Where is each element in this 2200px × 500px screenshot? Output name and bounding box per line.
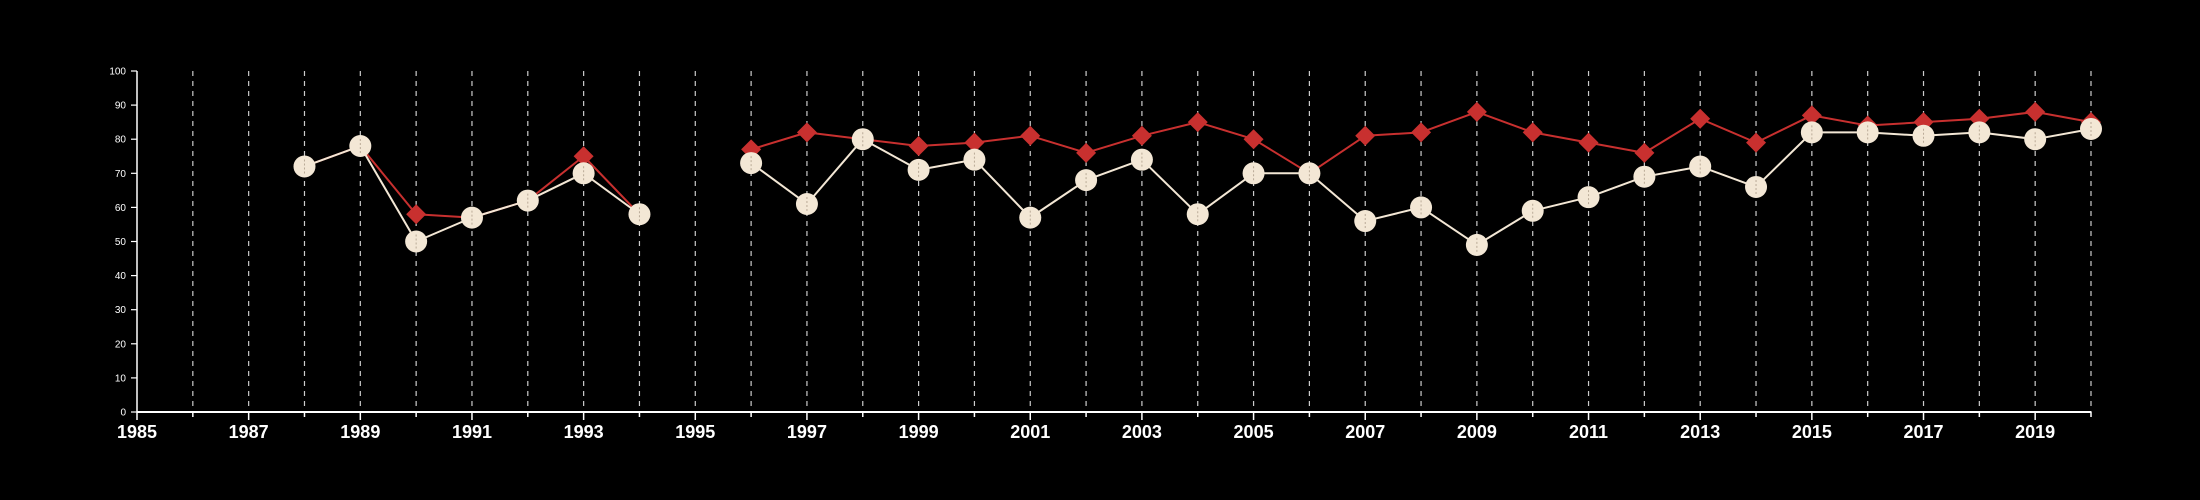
data-point-diamond: [1243, 129, 1264, 150]
x-tick-label: 2015: [1792, 422, 1832, 442]
data-point-circle: [1968, 121, 1991, 144]
data-point-diamond: [1690, 108, 1711, 129]
data-point-diamond: [1131, 125, 1152, 146]
data-point-circle: [1298, 162, 1321, 185]
data-point-circle: [349, 135, 372, 158]
data-point-circle: [405, 230, 428, 253]
y-tick-label: 100: [109, 67, 126, 78]
data-point-diamond: [964, 132, 985, 153]
data-point-circle: [1130, 148, 1153, 171]
y-tick-label: 60: [115, 203, 127, 214]
x-tick-label: 1987: [229, 422, 269, 442]
data-point-diamond: [1411, 122, 1432, 143]
data-point-circle: [1019, 206, 1042, 229]
data-point-circle: [293, 155, 316, 178]
vertical-grid: [192, 71, 2092, 412]
data-point-circle: [516, 189, 539, 212]
data-point-circle: [1410, 196, 1433, 219]
y-tick-label: 70: [115, 169, 127, 180]
y-tick-label: 40: [115, 271, 127, 282]
data-point-circle: [1745, 175, 1768, 198]
data-point-circle: [1800, 121, 1823, 144]
axes: 0 10 20 30 40 50 60 70 80 90 100 1985 1987 1989 1991 19…: [109, 67, 2092, 442]
data-point-diamond: [1187, 112, 1208, 133]
series-2: [293, 117, 2102, 256]
y-tick-label: 0: [120, 408, 126, 419]
data-point-circle: [1465, 233, 1488, 256]
data-point-diamond: [2025, 101, 2046, 122]
data-point-circle: [851, 128, 874, 151]
data-point-circle: [2024, 128, 2047, 151]
data-point-circle: [2080, 117, 2102, 140]
x-tick-label: 1991: [452, 422, 492, 442]
x-tick-label: 2019: [2015, 422, 2055, 442]
data-point-circle: [1242, 162, 1265, 185]
data-point-diamond: [1522, 122, 1543, 143]
y-tick-label: 80: [115, 135, 127, 146]
data-point-diamond: [1355, 125, 1376, 146]
series-group: [293, 101, 2102, 256]
x-tick-label: 1999: [899, 422, 939, 442]
data-point-circle: [795, 192, 818, 215]
x-tick-label: 2001: [1010, 422, 1050, 442]
data-point-diamond: [796, 122, 817, 143]
data-point-diamond: [573, 146, 594, 167]
data-point-circle: [628, 203, 651, 226]
x-tick-label: 2003: [1122, 422, 1162, 442]
data-point-diamond: [1746, 132, 1767, 153]
data-point-diamond: [406, 204, 427, 225]
data-point-circle: [1186, 203, 1209, 226]
y-tick-label: 10: [115, 373, 127, 384]
data-point-circle: [907, 158, 930, 181]
data-point-diamond: [1634, 142, 1655, 163]
data-point-circle: [1354, 210, 1377, 233]
data-point-circle: [740, 152, 763, 175]
data-point-circle: [1689, 155, 1712, 178]
data-point-diamond: [1969, 108, 1990, 129]
x-tick-label: 2009: [1457, 422, 1497, 442]
x-tick-label: 2017: [1903, 422, 1943, 442]
y-tick-label: 30: [115, 305, 127, 316]
x-tick-label: 2011: [1569, 422, 1608, 442]
data-point-diamond: [1076, 142, 1097, 163]
data-point-circle: [1912, 124, 1935, 147]
x-tick-label: 2013: [1680, 422, 1720, 442]
data-point-circle: [1633, 165, 1656, 188]
data-point-diamond: [1466, 101, 1487, 122]
x-tick-label: 1997: [787, 422, 827, 442]
data-point-diamond: [1578, 132, 1599, 153]
x-tick-label: 2007: [1345, 422, 1385, 442]
x-tick-label: 1995: [675, 422, 715, 442]
data-point-circle: [1075, 169, 1098, 192]
y-tick-label: 20: [115, 339, 127, 350]
data-point-circle: [572, 162, 595, 185]
data-point-diamond: [1801, 105, 1822, 126]
data-point-circle: [1521, 199, 1544, 222]
x-tick-label: 1985: [117, 422, 157, 442]
data-point-circle: [460, 206, 483, 229]
data-point-diamond: [1020, 125, 1041, 146]
data-point-circle: [1577, 186, 1600, 209]
data-point-circle: [1856, 121, 1879, 144]
x-tick-label: 1993: [564, 422, 604, 442]
y-tick-label: 90: [115, 101, 127, 112]
data-point-circle: [963, 148, 986, 171]
x-tick-label: 1989: [340, 422, 380, 442]
data-point-diamond: [908, 136, 929, 157]
y-tick-label: 50: [115, 237, 127, 248]
x-tick-label: 2005: [1234, 422, 1274, 442]
